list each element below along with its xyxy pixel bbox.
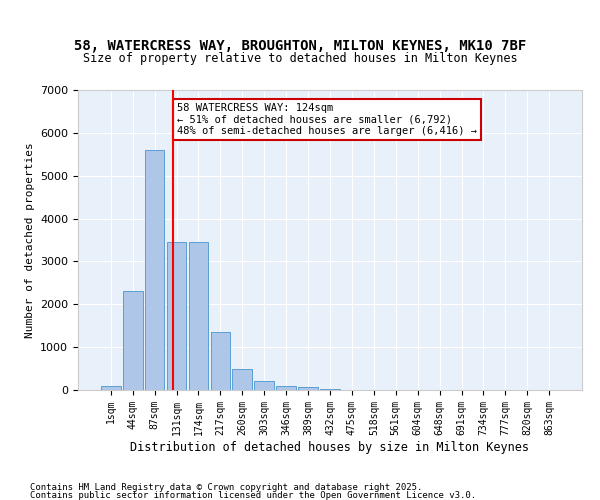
Bar bbox=[232, 368, 252, 390]
Bar bbox=[145, 150, 164, 390]
Text: Contains public sector information licensed under the Open Government Licence v3: Contains public sector information licen… bbox=[30, 490, 476, 500]
Bar bbox=[254, 382, 274, 390]
Bar bbox=[101, 386, 121, 390]
X-axis label: Distribution of detached houses by size in Milton Keynes: Distribution of detached houses by size … bbox=[131, 440, 530, 454]
Bar bbox=[298, 387, 318, 390]
Bar bbox=[320, 388, 340, 390]
Bar bbox=[188, 242, 208, 390]
Y-axis label: Number of detached properties: Number of detached properties bbox=[25, 142, 35, 338]
Bar bbox=[276, 386, 296, 390]
Text: Size of property relative to detached houses in Milton Keynes: Size of property relative to detached ho… bbox=[83, 52, 517, 65]
Bar bbox=[211, 332, 230, 390]
Text: 58 WATERCRESS WAY: 124sqm
← 51% of detached houses are smaller (6,792)
48% of se: 58 WATERCRESS WAY: 124sqm ← 51% of detac… bbox=[177, 103, 477, 136]
Bar bbox=[123, 292, 143, 390]
Text: Contains HM Land Registry data © Crown copyright and database right 2025.: Contains HM Land Registry data © Crown c… bbox=[30, 483, 422, 492]
Bar bbox=[167, 242, 187, 390]
Text: 58, WATERCRESS WAY, BROUGHTON, MILTON KEYNES, MK10 7BF: 58, WATERCRESS WAY, BROUGHTON, MILTON KE… bbox=[74, 38, 526, 52]
